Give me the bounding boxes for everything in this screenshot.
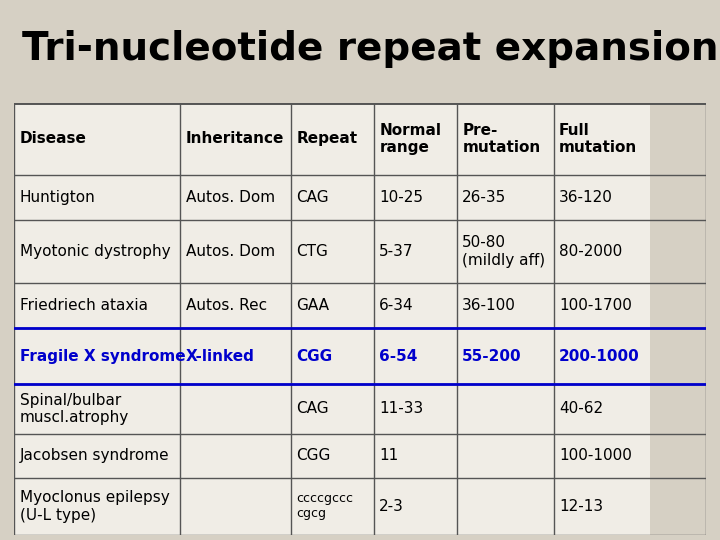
- Bar: [180, 220, 291, 284]
- Text: Myoclonus epilepsy
(U-L type): Myoclonus epilepsy (U-L type): [20, 490, 170, 523]
- Text: 11-33: 11-33: [379, 402, 423, 416]
- Bar: [14, 103, 180, 176]
- Bar: [456, 103, 554, 176]
- Text: CTG: CTG: [297, 244, 328, 259]
- Text: ccccgccc
cgcg: ccccgccc cgcg: [297, 492, 354, 521]
- Text: CGG: CGG: [297, 349, 333, 363]
- Text: Normal
range: Normal range: [379, 123, 441, 155]
- Bar: [14, 284, 180, 328]
- Bar: [456, 328, 554, 384]
- Bar: [291, 220, 374, 284]
- Text: CAG: CAG: [297, 402, 329, 416]
- Bar: [14, 220, 180, 284]
- Text: Spinal/bulbar
muscl.atrophy: Spinal/bulbar muscl.atrophy: [20, 393, 129, 425]
- Bar: [291, 434, 374, 478]
- Bar: [374, 284, 456, 328]
- Text: 36-120: 36-120: [559, 190, 613, 205]
- Text: CAG: CAG: [297, 190, 329, 205]
- Text: GAA: GAA: [297, 298, 330, 313]
- Text: Repeat: Repeat: [297, 132, 358, 146]
- Bar: [456, 176, 554, 220]
- Bar: [374, 434, 456, 478]
- Bar: [554, 328, 650, 384]
- Bar: [180, 478, 291, 535]
- Bar: [291, 284, 374, 328]
- Text: 200-1000: 200-1000: [559, 349, 640, 363]
- Text: Huntigton: Huntigton: [20, 190, 96, 205]
- Text: Tri-nucleotide repeat expansion disorders: Tri-nucleotide repeat expansion disorder…: [22, 30, 720, 68]
- Bar: [456, 478, 554, 535]
- Text: 40-62: 40-62: [559, 402, 603, 416]
- Bar: [180, 384, 291, 434]
- Bar: [554, 284, 650, 328]
- Bar: [291, 176, 374, 220]
- Bar: [180, 328, 291, 384]
- Bar: [554, 220, 650, 284]
- Bar: [456, 384, 554, 434]
- Bar: [291, 103, 374, 176]
- Text: 100-1700: 100-1700: [559, 298, 632, 313]
- Bar: [14, 478, 180, 535]
- Text: Autos. Dom: Autos. Dom: [186, 244, 275, 259]
- Bar: [554, 384, 650, 434]
- Text: Inheritance: Inheritance: [186, 132, 284, 146]
- Bar: [374, 384, 456, 434]
- Bar: [374, 103, 456, 176]
- Bar: [456, 434, 554, 478]
- Bar: [456, 220, 554, 284]
- Text: 50-80
(mildly aff): 50-80 (mildly aff): [462, 235, 546, 268]
- Bar: [374, 176, 456, 220]
- Bar: [374, 478, 456, 535]
- Bar: [456, 284, 554, 328]
- Text: Jacobsen syndrome: Jacobsen syndrome: [20, 448, 169, 463]
- Text: Pre-
mutation: Pre- mutation: [462, 123, 541, 155]
- Bar: [180, 434, 291, 478]
- Text: Autos. Rec: Autos. Rec: [186, 298, 267, 313]
- Bar: [14, 384, 180, 434]
- Text: 26-35: 26-35: [462, 190, 507, 205]
- Bar: [14, 176, 180, 220]
- Bar: [554, 176, 650, 220]
- Text: 12-13: 12-13: [559, 499, 603, 514]
- Bar: [554, 434, 650, 478]
- Text: 11: 11: [379, 448, 399, 463]
- Text: Friedriech ataxia: Friedriech ataxia: [20, 298, 148, 313]
- Bar: [554, 478, 650, 535]
- Text: 2-3: 2-3: [379, 499, 404, 514]
- Text: 55-200: 55-200: [462, 349, 522, 363]
- Text: 36-100: 36-100: [462, 298, 516, 313]
- Bar: [14, 434, 180, 478]
- Bar: [180, 284, 291, 328]
- Text: Full
mutation: Full mutation: [559, 123, 637, 155]
- Text: Autos. Dom: Autos. Dom: [186, 190, 275, 205]
- Text: 10-25: 10-25: [379, 190, 423, 205]
- Text: 100-1000: 100-1000: [559, 448, 632, 463]
- Bar: [14, 328, 180, 384]
- Text: X-linked: X-linked: [186, 349, 255, 363]
- Bar: [374, 328, 456, 384]
- Text: 80-2000: 80-2000: [559, 244, 622, 259]
- Bar: [554, 103, 650, 176]
- Text: 6-34: 6-34: [379, 298, 414, 313]
- Text: Disease: Disease: [20, 132, 87, 146]
- Bar: [291, 328, 374, 384]
- Text: 5-37: 5-37: [379, 244, 414, 259]
- Text: Myotonic dystrophy: Myotonic dystrophy: [20, 244, 171, 259]
- Bar: [291, 478, 374, 535]
- Text: 6-54: 6-54: [379, 349, 418, 363]
- Bar: [180, 176, 291, 220]
- Text: CGG: CGG: [297, 448, 330, 463]
- Bar: [374, 220, 456, 284]
- Bar: [180, 103, 291, 176]
- Bar: [291, 384, 374, 434]
- Text: Fragile X syndrome: Fragile X syndrome: [20, 349, 186, 363]
